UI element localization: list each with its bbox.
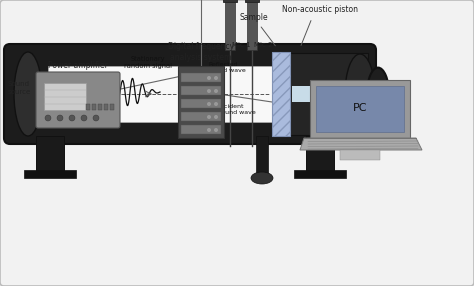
Text: Reflected
sound wave: Reflected sound wave bbox=[208, 62, 246, 73]
Bar bbox=[98, 104, 102, 110]
Circle shape bbox=[207, 115, 211, 119]
Bar bbox=[92, 104, 96, 110]
Circle shape bbox=[214, 115, 218, 119]
FancyBboxPatch shape bbox=[4, 44, 376, 144]
Bar bbox=[36, 136, 64, 174]
Text: Power amplifier: Power amplifier bbox=[48, 61, 108, 70]
Bar bbox=[247, 0, 257, 50]
Bar bbox=[104, 104, 108, 110]
Bar bbox=[292, 86, 360, 102]
Bar bbox=[294, 170, 346, 178]
Bar bbox=[223, 0, 237, 2]
Circle shape bbox=[207, 102, 211, 106]
Bar bbox=[178, 66, 224, 138]
Ellipse shape bbox=[14, 52, 42, 136]
Text: Non-acoustic piston: Non-acoustic piston bbox=[282, 5, 358, 14]
Text: Digital frequency
analysis system: Digital frequency analysis system bbox=[168, 42, 234, 62]
Bar bbox=[181, 125, 221, 134]
Circle shape bbox=[45, 115, 51, 121]
Circle shape bbox=[207, 128, 211, 132]
FancyBboxPatch shape bbox=[36, 72, 120, 128]
Polygon shape bbox=[40, 76, 60, 112]
Bar bbox=[272, 52, 290, 136]
Circle shape bbox=[214, 89, 218, 93]
Circle shape bbox=[93, 115, 99, 121]
Bar bbox=[44, 83, 86, 110]
Circle shape bbox=[214, 76, 218, 80]
Bar bbox=[272, 52, 290, 136]
Bar bbox=[245, 0, 259, 2]
Bar bbox=[306, 136, 334, 174]
Bar bbox=[48, 66, 298, 122]
Bar bbox=[316, 86, 404, 132]
Bar bbox=[181, 112, 221, 121]
Circle shape bbox=[214, 102, 218, 106]
Bar bbox=[340, 150, 380, 160]
Text: Mic 1: Mic 1 bbox=[232, 42, 251, 48]
Bar bbox=[110, 104, 114, 110]
Ellipse shape bbox=[251, 172, 273, 184]
Polygon shape bbox=[310, 80, 410, 138]
Circle shape bbox=[81, 115, 87, 121]
Text: Sample: Sample bbox=[240, 13, 275, 46]
Bar bbox=[86, 104, 90, 110]
Bar bbox=[256, 136, 268, 176]
Bar bbox=[225, 0, 235, 50]
Text: Incident
sound wave: Incident sound wave bbox=[218, 104, 256, 115]
Bar bbox=[24, 170, 76, 178]
Text: PC: PC bbox=[353, 103, 367, 113]
Ellipse shape bbox=[367, 67, 389, 120]
Circle shape bbox=[69, 115, 75, 121]
Bar bbox=[290, 53, 368, 135]
Circle shape bbox=[207, 76, 211, 80]
Bar bbox=[181, 73, 221, 82]
Circle shape bbox=[207, 89, 211, 93]
Circle shape bbox=[57, 115, 63, 121]
Text: Mic 2: Mic 2 bbox=[254, 42, 273, 48]
Bar bbox=[181, 99, 221, 108]
Text: Sound
source: Sound source bbox=[8, 81, 31, 95]
Text: Stationary
random signal: Stationary random signal bbox=[124, 55, 172, 69]
Circle shape bbox=[214, 128, 218, 132]
Polygon shape bbox=[300, 138, 422, 150]
Bar bbox=[181, 86, 221, 95]
Ellipse shape bbox=[345, 54, 375, 134]
